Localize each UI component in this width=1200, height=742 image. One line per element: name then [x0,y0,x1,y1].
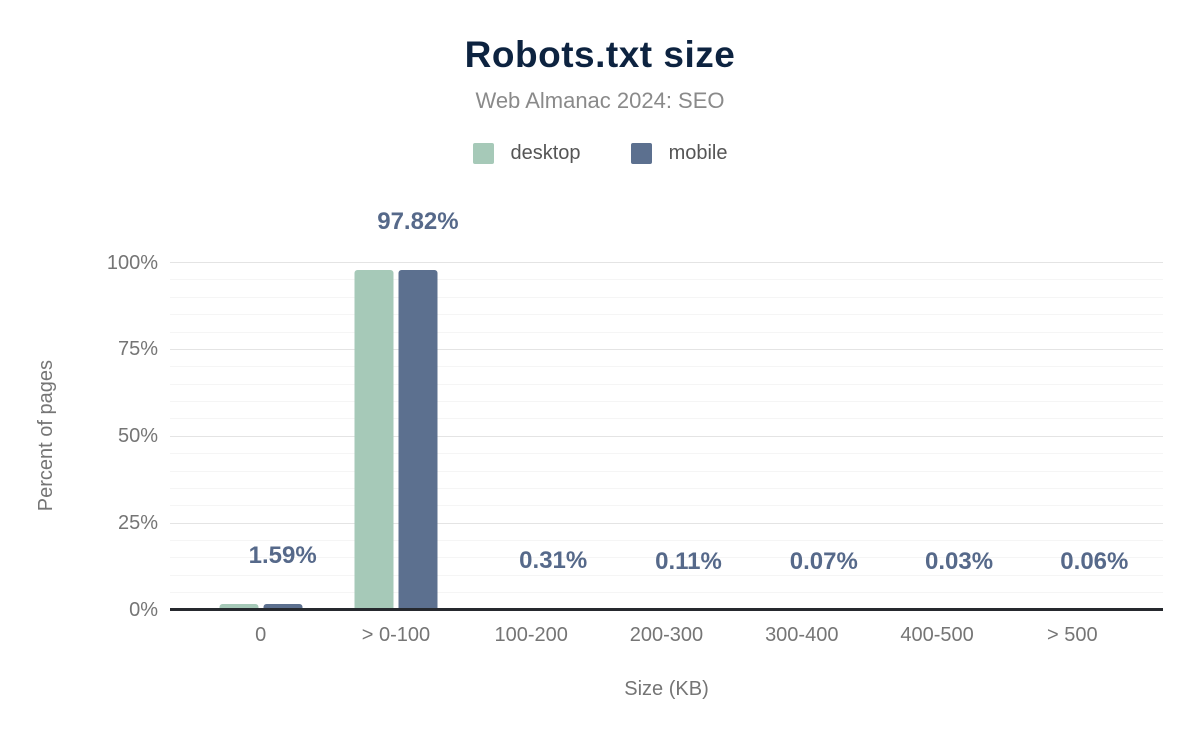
category-column: 0.31% 100-200 [464,262,599,646]
chart-title: Robots.txt size [464,34,736,75]
plot-bands: 1.59% 0 97.82% > 0-100 0.31% 100-200 0.11% 200-… [193,210,1140,646]
minor-gridline [170,314,1163,316]
plot-area: 1.59% 0 97.82% > 0-100 0.31% 100-200 0.11% 200-… [170,210,1163,646]
legend-label-mobile: mobile [668,142,728,164]
legend-item-mobile: mobile [630,142,728,165]
chart-subtitle: Web Almanac 2024: SEO [475,88,725,113]
desktop-swatch-icon [472,143,494,164]
y-tick-label: 25% [117,512,158,535]
minor-gridline [170,279,1163,281]
mobile-bar [263,604,303,610]
data-label: 0.31% [519,546,588,574]
legend: desktop mobile [0,142,1200,165]
bar-pair [354,270,438,610]
major-gridline [170,262,1163,263]
minor-gridline [170,487,1163,489]
y-tick-label: 75% [117,338,158,361]
minor-gridline [170,557,1163,559]
category-column: 1.59% 0 [193,262,328,646]
x-tick-label: 200-300 [629,624,704,646]
major-gridline [170,435,1163,437]
data-label: 97.82% [377,208,459,236]
major-gridline [170,522,1163,524]
category-column: 97.82% > 0-100 [328,210,463,646]
minor-gridline [170,418,1163,420]
data-label: 0.06% [1060,547,1129,575]
category-column: 0.06% > 500 [1005,262,1140,646]
x-tick-label: 0 [255,624,267,646]
minor-gridline [170,470,1163,472]
x-tick-label: > 0-100 [361,624,431,646]
minor-gridline [170,296,1163,298]
data-label: 0.07% [789,547,858,575]
minor-gridline [170,574,1163,576]
minor-gridline [170,540,1163,541]
x-tick-label: 300-400 [765,624,839,646]
data-label: 0.03% [925,547,994,575]
minor-gridline [170,331,1163,333]
x-axis-title: Size (KB) [624,678,709,700]
x-tick-label: 100-200 [494,624,568,646]
y-tick-label: 0% [129,599,158,621]
mobile-bar [398,270,438,610]
data-label: 1.59% [248,542,317,570]
minor-gridline [170,505,1163,507]
y-tick-label: 50% [117,425,158,448]
x-tick-label: 400-500 [900,624,974,646]
mobile-swatch-icon [630,143,652,164]
legend-label-desktop: desktop [510,142,581,164]
category-column: 0.11% 200-300 [599,262,734,646]
minor-gridline [170,453,1163,455]
major-gridline [170,348,1163,350]
legend-item-desktop: desktop [472,142,581,165]
bar-pair [219,604,303,610]
minor-gridline [170,592,1163,594]
minor-gridline [170,366,1163,368]
category-column: 0.03% 400-500 [869,262,1004,646]
y-axis-labels: 0% 25% 50% 75% 100% [0,253,158,621]
category-column: 0.07% 300-400 [734,262,869,646]
x-axis-line [170,608,1163,611]
desktop-bar [219,604,259,610]
desktop-bar [354,270,394,610]
data-label: 0.11% [655,547,722,575]
y-tick-label: 100% [106,251,158,274]
minor-gridline [170,401,1163,402]
minor-gridline [170,383,1163,385]
x-tick-label: > 500 [1047,624,1098,646]
